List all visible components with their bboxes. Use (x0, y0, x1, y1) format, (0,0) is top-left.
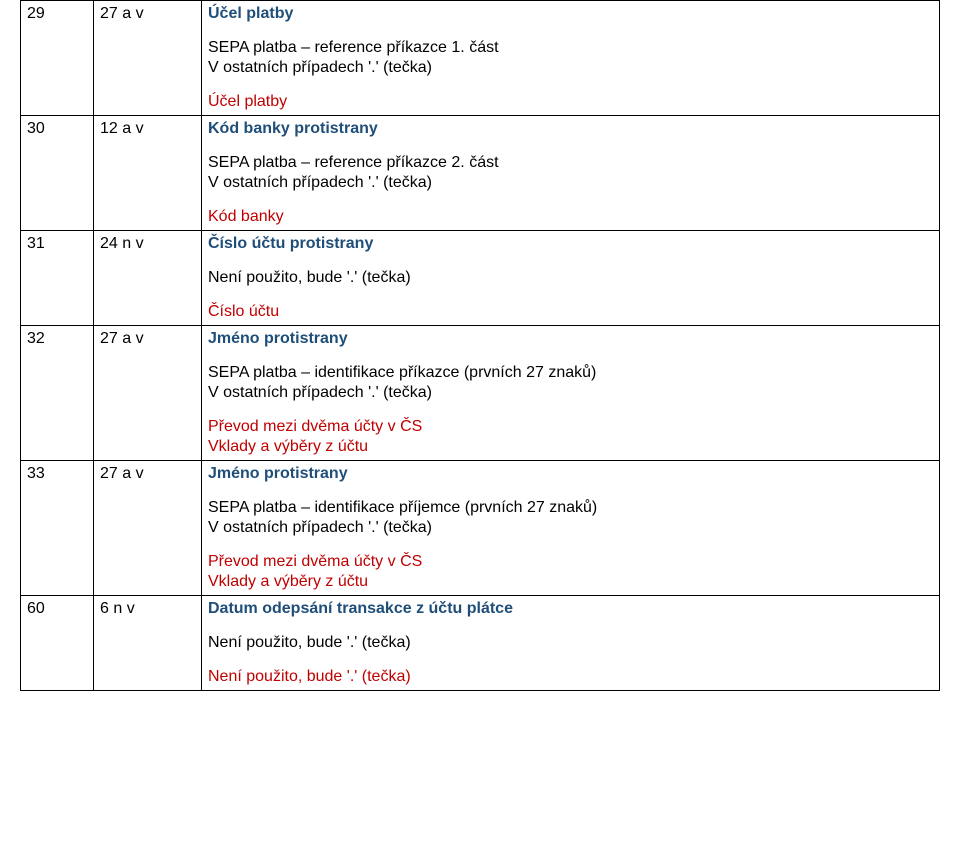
cell-desc: Kód banky protistrany SEPA platba – refe… (202, 116, 940, 231)
row-text: Není použito, bude '.' (tečka) (208, 633, 933, 653)
table-row: 29 27 a v Účel platby SEPA platba – refe… (21, 1, 940, 116)
cell-num: 30 (21, 116, 94, 231)
cell-code: 27 a v (94, 461, 202, 596)
row-code: 12 a v (100, 119, 195, 139)
row-number: 31 (27, 234, 87, 254)
row-red-label: Převod mezi dvěma účty v ČS (208, 417, 933, 437)
cell-code: 27 a v (94, 1, 202, 116)
cell-desc: Jméno protistrany SEPA platba – identifi… (202, 461, 940, 596)
row-text: Není použito, bude '.' (tečka) (208, 268, 933, 288)
cell-desc: Jméno protistrany SEPA platba – identifi… (202, 326, 940, 461)
row-number: 32 (27, 329, 87, 349)
row-red-label: Číslo účtu (208, 302, 933, 322)
cell-num: 31 (21, 231, 94, 326)
row-code: 27 a v (100, 4, 195, 24)
row-title: Účel platby (208, 4, 933, 24)
row-red-label: Kód banky (208, 207, 933, 227)
cell-desc: Datum odepsání transakce z účtu plátce N… (202, 596, 940, 691)
row-red-label: Vklady a výběry z účtu (208, 437, 933, 457)
cell-code: 24 n v (94, 231, 202, 326)
cell-num: 60 (21, 596, 94, 691)
row-text: SEPA platba – identifikace příjemce (prv… (208, 498, 933, 518)
cell-desc: Účel platby SEPA platba – reference přík… (202, 1, 940, 116)
row-code: 24 n v (100, 234, 195, 254)
row-red-label: Účel platby (208, 92, 933, 112)
row-code: 6 n v (100, 599, 195, 619)
cell-num: 32 (21, 326, 94, 461)
row-red-label: Není použito, bude '.' (tečka) (208, 667, 933, 687)
table-row: 33 27 a v Jméno protistrany SEPA platba … (21, 461, 940, 596)
table-row: 32 27 a v Jméno protistrany SEPA platba … (21, 326, 940, 461)
cell-code: 6 n v (94, 596, 202, 691)
row-title: Jméno protistrany (208, 329, 933, 349)
row-title: Číslo účtu protistrany (208, 234, 933, 254)
row-text: V ostatních případech '.' (tečka) (208, 518, 933, 538)
cell-code: 27 a v (94, 326, 202, 461)
row-text: SEPA platba – identifikace příkazce (prv… (208, 363, 933, 383)
row-title: Kód banky protistrany (208, 119, 933, 139)
row-text: SEPA platba – reference příkazce 2. část (208, 153, 933, 173)
row-code: 27 a v (100, 329, 195, 349)
cell-code: 12 a v (94, 116, 202, 231)
row-text: V ostatních případech '.' (tečka) (208, 383, 933, 403)
row-number: 29 (27, 4, 87, 24)
cell-num: 29 (21, 1, 94, 116)
row-code: 27 a v (100, 464, 195, 484)
table-row: 31 24 n v Číslo účtu protistrany Není po… (21, 231, 940, 326)
table-row: 60 6 n v Datum odepsání transakce z účtu… (21, 596, 940, 691)
row-title: Datum odepsání transakce z účtu plátce (208, 599, 933, 619)
cell-num: 33 (21, 461, 94, 596)
row-red-label: Převod mezi dvěma účty v ČS (208, 552, 933, 572)
row-number: 30 (27, 119, 87, 139)
row-red-label: Vklady a výběry z účtu (208, 572, 933, 592)
table-row: 30 12 a v Kód banky protistrany SEPA pla… (21, 116, 940, 231)
row-text: SEPA platba – reference příkazce 1. část (208, 38, 933, 58)
row-number: 33 (27, 464, 87, 484)
spec-table: 29 27 a v Účel platby SEPA platba – refe… (20, 0, 940, 691)
row-text: V ostatních případech '.' (tečka) (208, 173, 933, 193)
row-title: Jméno protistrany (208, 464, 933, 484)
row-number: 60 (27, 599, 87, 619)
cell-desc: Číslo účtu protistrany Není použito, bud… (202, 231, 940, 326)
row-text: V ostatních případech '.' (tečka) (208, 58, 933, 78)
